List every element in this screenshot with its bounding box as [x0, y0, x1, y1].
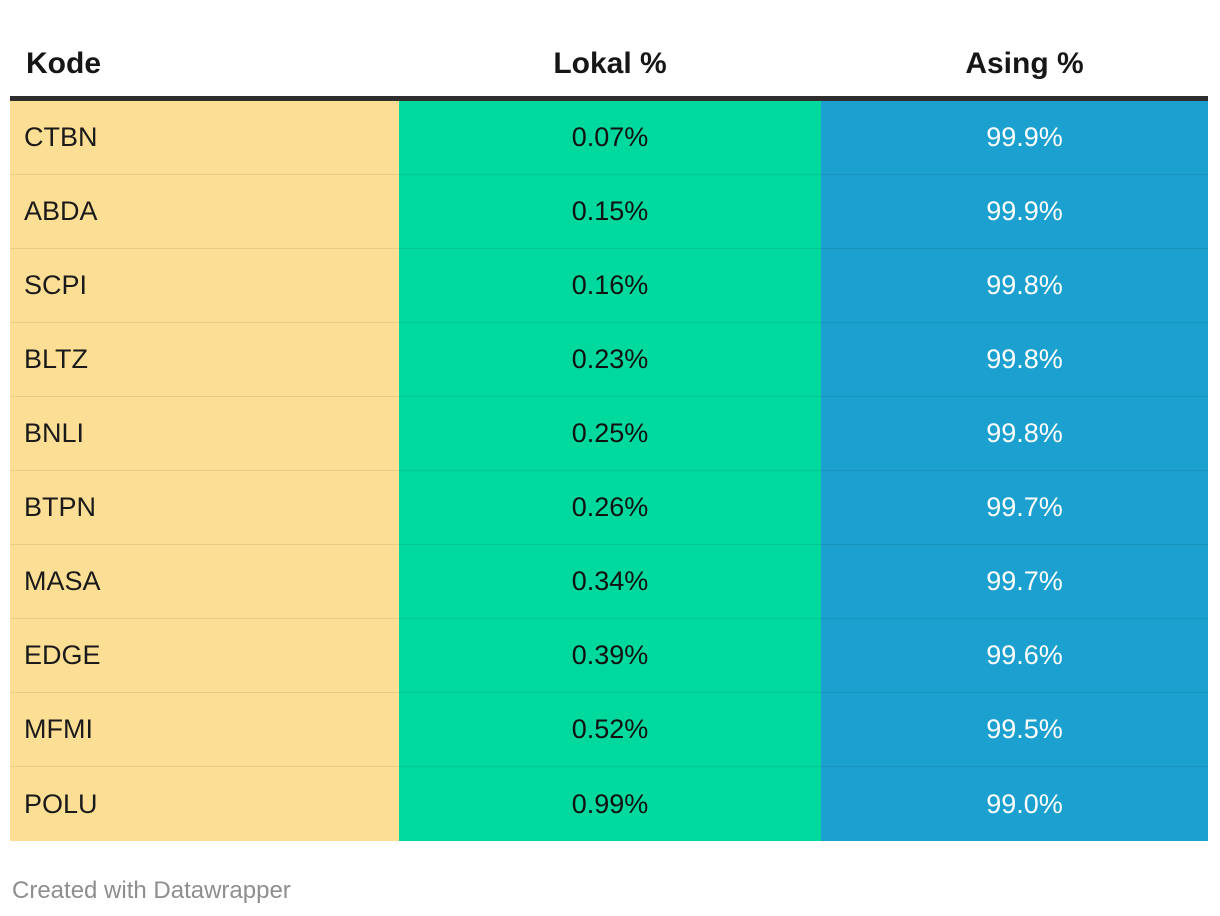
cell-asing: 99.8%: [821, 397, 1208, 471]
table-row: MASA 0.34% 99.7%: [10, 545, 1208, 619]
cell-kode: ABDA: [10, 175, 399, 249]
cell-kode: BTPN: [10, 471, 399, 545]
cell-asing: 99.7%: [821, 471, 1208, 545]
cell-asing: 99.9%: [821, 101, 1208, 175]
cell-kode: POLU: [10, 767, 399, 841]
cell-kode: BLTZ: [10, 323, 399, 397]
cell-asing: 99.0%: [821, 767, 1208, 841]
table-row: BNLI 0.25% 99.8%: [10, 397, 1208, 471]
cell-lokal: 0.34%: [399, 545, 821, 619]
table-row: BTPN 0.26% 99.7%: [10, 471, 1208, 545]
table-row: BLTZ 0.23% 99.8%: [10, 323, 1208, 397]
cell-asing: 99.7%: [821, 545, 1208, 619]
cell-asing: 99.8%: [821, 323, 1208, 397]
cell-asing: 99.5%: [821, 693, 1208, 767]
cell-kode: SCPI: [10, 249, 399, 323]
cell-lokal: 0.99%: [399, 767, 821, 841]
table-row: CTBN 0.07% 99.9%: [10, 101, 1208, 175]
column-header-kode: Kode: [26, 47, 101, 80]
table-row: ABDA 0.15% 99.9%: [10, 175, 1208, 249]
cell-kode: BNLI: [10, 397, 399, 471]
table-row: SCPI 0.16% 99.8%: [10, 249, 1208, 323]
table-row: MFMI 0.52% 99.5%: [10, 693, 1208, 767]
cell-kode: MASA: [10, 545, 399, 619]
column-header-asing: Asing %: [965, 47, 1084, 80]
cell-lokal: 0.39%: [399, 619, 821, 693]
cell-asing: 99.9%: [821, 175, 1208, 249]
cell-kode: EDGE: [10, 619, 399, 693]
chart-footer: Created with Datawrapper: [12, 877, 1220, 905]
cell-kode: CTBN: [10, 101, 399, 175]
cell-lokal: 0.26%: [399, 471, 821, 545]
table-body: CTBN 0.07% 99.9% ABDA 0.15% 99.9% SCPI 0…: [10, 101, 1208, 841]
cell-lokal: 0.07%: [399, 101, 821, 175]
cell-lokal: 0.52%: [399, 693, 821, 767]
table-row: EDGE 0.39% 99.6%: [10, 619, 1208, 693]
cell-asing: 99.6%: [821, 619, 1208, 693]
cell-lokal: 0.23%: [399, 323, 821, 397]
table-header-row: Kode Lokal % Asing %: [10, 0, 1208, 101]
cell-lokal: 0.16%: [399, 249, 821, 323]
cell-kode: MFMI: [10, 693, 399, 767]
column-header-lokal: Lokal %: [553, 47, 667, 80]
datawrapper-credit-link[interactable]: Created with Datawrapper: [12, 877, 291, 904]
cell-lokal: 0.15%: [399, 175, 821, 249]
cell-lokal: 0.25%: [399, 397, 821, 471]
table-row: POLU 0.99% 99.0%: [10, 767, 1208, 841]
data-table: Kode Lokal % Asing % CTBN 0.07% 99.9% AB…: [10, 0, 1208, 841]
cell-asing: 99.8%: [821, 249, 1208, 323]
